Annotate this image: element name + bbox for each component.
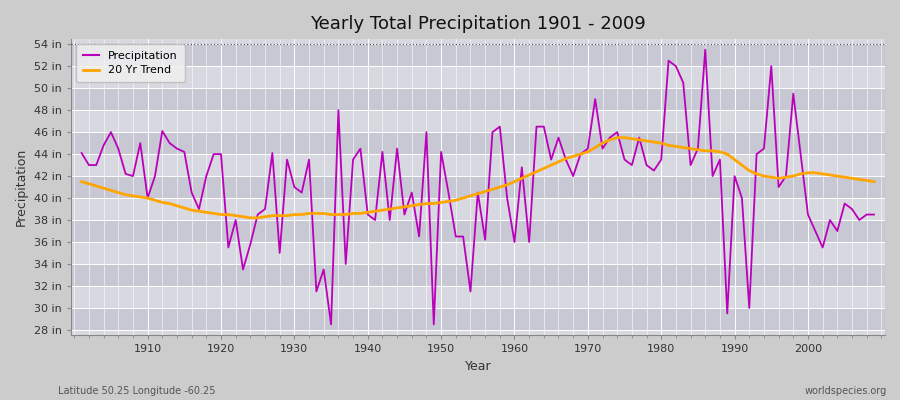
Bar bbox=[70, 286, 885, 308]
X-axis label: Year: Year bbox=[464, 360, 491, 373]
Legend: Precipitation, 20 Yr Trend: Precipitation, 20 Yr Trend bbox=[76, 44, 184, 82]
Y-axis label: Precipitation: Precipitation bbox=[15, 148, 28, 226]
Bar bbox=[70, 132, 885, 154]
Bar bbox=[70, 88, 885, 110]
Bar bbox=[70, 198, 885, 220]
Bar bbox=[70, 220, 885, 242]
Bar bbox=[70, 176, 885, 198]
Bar bbox=[70, 66, 885, 88]
Title: Yearly Total Precipitation 1901 - 2009: Yearly Total Precipitation 1901 - 2009 bbox=[310, 15, 645, 33]
Bar bbox=[70, 154, 885, 176]
Text: Latitude 50.25 Longitude -60.25: Latitude 50.25 Longitude -60.25 bbox=[58, 386, 216, 396]
Bar bbox=[70, 110, 885, 132]
Bar bbox=[70, 242, 885, 264]
Text: worldspecies.org: worldspecies.org bbox=[805, 386, 886, 396]
Bar bbox=[70, 308, 885, 330]
Bar bbox=[70, 44, 885, 66]
Bar bbox=[70, 264, 885, 286]
